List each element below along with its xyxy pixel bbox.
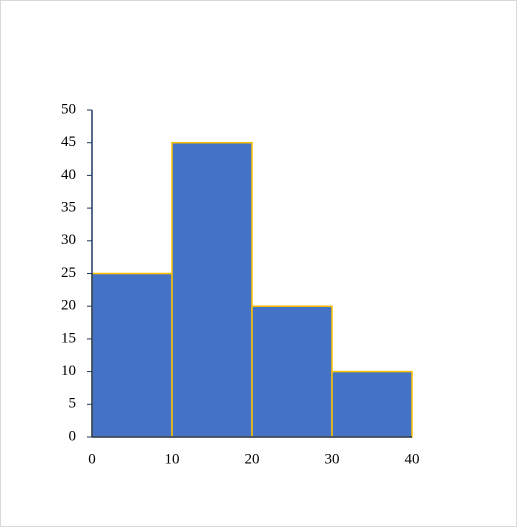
y-tick-label: 0	[69, 428, 77, 444]
bar	[91, 272, 173, 438]
y-tick-label: 35	[61, 200, 76, 216]
y-tick-label: 25	[61, 265, 76, 281]
x-tick-label: 30	[325, 451, 340, 467]
y-tick-label: 45	[61, 134, 76, 150]
x-tick-label: 20	[245, 451, 260, 467]
y-tick-label: 50	[61, 101, 76, 117]
y-tick-label: 40	[61, 167, 76, 183]
bar	[171, 141, 253, 438]
x-tick-label: 40	[405, 451, 420, 467]
y-tick-label: 10	[61, 363, 76, 379]
x-tick-label: 10	[165, 451, 180, 467]
bar	[251, 305, 333, 438]
y-tick-label: 15	[61, 330, 76, 346]
bar	[331, 370, 413, 438]
y-tick-label: 30	[61, 232, 76, 248]
y-tick-label: 20	[61, 298, 76, 314]
y-tick-label: 5	[69, 396, 77, 412]
x-tick-label: 0	[88, 451, 96, 467]
